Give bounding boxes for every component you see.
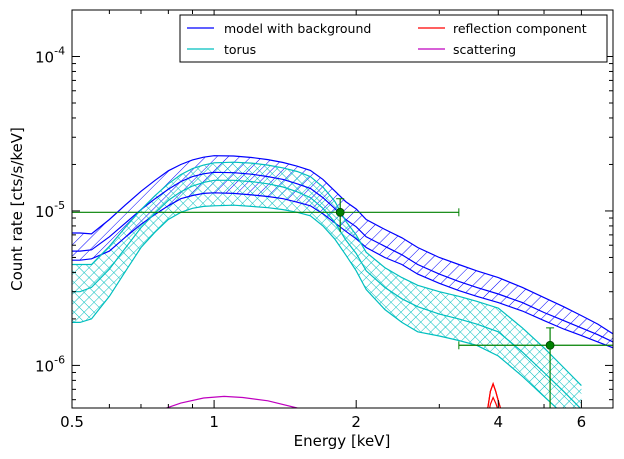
x-tick-label-4: 4 [494, 413, 504, 431]
legend-label-reflection: reflection component [453, 21, 587, 36]
legend-label-torus: torus [224, 42, 256, 57]
x-axis-label: Energy [keV] [294, 432, 391, 450]
reflection-component-lower-line [489, 395, 499, 408]
x-tick-label-1: 0.5 [60, 413, 84, 431]
data-point-2-marker [545, 340, 555, 350]
torus-upper-line [72, 161, 582, 387]
x-tick-label-2: 1 [209, 413, 219, 431]
y-tick-label-3: 10-4 [35, 44, 65, 66]
torus-median-line [72, 179, 581, 408]
data-points [72, 198, 613, 408]
y-tick-label-1: 10-6 [35, 353, 65, 375]
x-tick-label-3: 2 [351, 413, 361, 431]
x-axis: 0.5 1 2 4 6 [60, 10, 614, 431]
legend-label-model: model with background [224, 21, 371, 36]
y-tick-label-2: 10-5 [35, 199, 65, 221]
legend-box [179, 14, 608, 63]
plot-frame [71, 9, 614, 409]
model-with-background-upper-line [72, 155, 613, 335]
legend-label-scattering: scattering [453, 42, 516, 57]
scattering-median-line [164, 395, 299, 408]
torus-lower-line [72, 204, 558, 408]
y-axis: 10-6 10-5 10-4 [35, 9, 613, 401]
x-tick-label-5: 6 [577, 413, 587, 431]
y-axis-label: Count rate [cts/s/keV] [8, 127, 26, 291]
legend: model with background torus reflection c… [179, 14, 608, 63]
series-lines [72, 155, 613, 408]
model-with-background-median-line [72, 171, 613, 343]
plot-content [72, 155, 613, 408]
data-point-1-marker [335, 207, 345, 217]
